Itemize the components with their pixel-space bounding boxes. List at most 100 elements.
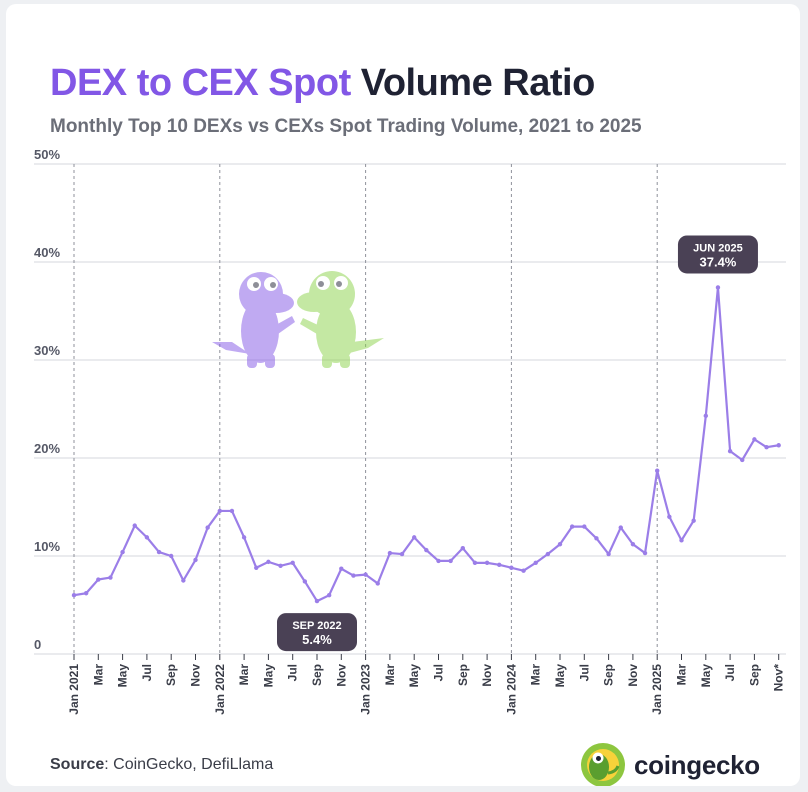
data-point [156, 549, 162, 555]
series-line [73, 286, 779, 603]
x-tick-label: Mar [383, 664, 397, 686]
data-point [655, 468, 660, 473]
x-tick-label: Jul [432, 664, 446, 681]
y-tick-label: 40% [34, 245, 60, 260]
data-point [132, 523, 137, 528]
x-tick-label: Nov* [772, 664, 786, 692]
x-tick-label: Jan 2025 [650, 664, 664, 715]
x-tick-label: Jan 2023 [359, 664, 373, 715]
x-tick-label: Sep [310, 664, 324, 686]
data-point [752, 437, 757, 442]
data-point [436, 558, 441, 564]
y-tick-label: 50% [34, 147, 60, 162]
x-tick-label: Sep [602, 664, 616, 686]
data-point [764, 445, 769, 450]
x-tick-label: Mar [91, 664, 105, 686]
data-point [606, 551, 611, 557]
x-tick-label: Sep [164, 664, 178, 686]
y-tick-label: 20% [34, 441, 60, 456]
data-point [229, 508, 235, 514]
ratio-series-line [73, 286, 779, 603]
data-point [351, 573, 356, 578]
data-point [497, 562, 502, 568]
coingecko-logo: coingecko [580, 742, 760, 786]
data-point [83, 591, 89, 596]
source-text: CoinGecko, DefiLlama [113, 756, 274, 773]
data-point [630, 542, 636, 547]
data-point [740, 457, 745, 463]
y-tick-label: 10% [34, 539, 60, 554]
chart-subtitle: Monthly Top 10 DEXs vs CEXs Spot Trading… [50, 116, 642, 137]
data-point [715, 285, 721, 290]
data-point [314, 598, 320, 604]
data-point [412, 535, 417, 540]
chart-title-accent: DEX to CEX Spot [50, 62, 351, 104]
x-tick-label: Sep [747, 664, 761, 686]
data-point [484, 560, 490, 566]
year-divider-lines [73, 164, 658, 654]
infographic-card: DEX to CEX Spot Volume Ratio Monthly Top… [6, 4, 800, 786]
x-tick-label: Jul [723, 664, 737, 681]
x-tick-label: May [699, 664, 713, 688]
x-tick-label: Nov [626, 664, 640, 687]
data-point [375, 581, 380, 586]
data-point [582, 524, 587, 529]
callout-label: JUN 2025 [693, 242, 743, 254]
x-tick-label: Mar [237, 664, 251, 686]
data-point [424, 547, 429, 553]
x-tick-label: Jul [140, 664, 154, 681]
data-point [120, 549, 125, 555]
chart-title: DEX to CEX Spot Volume Ratio [50, 62, 595, 105]
line-chart: 0 10% 20% 30% 40% 50% Jan 2021 Mar May Jul Sep Nov… [34, 147, 786, 715]
x-axis-ticks [73, 654, 780, 660]
data-point [776, 443, 781, 448]
x-tick-label: Jul [286, 664, 300, 681]
x-tick-label: Mar [675, 664, 689, 686]
data-point [472, 560, 478, 566]
x-tick-label: Nov [480, 664, 494, 687]
data-points [71, 285, 781, 604]
y-tick-label: 0 [34, 637, 41, 652]
x-tick-label: Sep [456, 664, 470, 686]
gecko-mascots [212, 271, 384, 368]
data-point [679, 538, 684, 543]
x-tick-label: May [116, 664, 130, 688]
y-grid [34, 163, 786, 655]
y-axis-labels: 0 10% 20% 30% 40% 50% [34, 147, 60, 652]
x-tick-label: Jan 2022 [213, 664, 227, 715]
data-point [557, 542, 563, 547]
data-point [217, 508, 222, 514]
callout-value: 5.4% [302, 632, 332, 647]
x-tick-label: Jan 2024 [504, 664, 518, 715]
data-point [387, 550, 393, 556]
data-point [399, 551, 405, 557]
data-point [509, 565, 514, 570]
x-tick-label: Nov [334, 664, 348, 687]
data-point [290, 560, 295, 566]
data-point [71, 593, 77, 598]
data-point [545, 551, 551, 557]
source-note: Source: CoinGecko, DefiLlama [50, 756, 274, 773]
data-point [642, 550, 648, 556]
data-point [193, 557, 198, 563]
callout-label: SEP 2022 [292, 620, 341, 632]
callout-box [277, 613, 357, 652]
data-point [521, 568, 526, 573]
data-point [169, 553, 174, 559]
data-point [569, 524, 575, 529]
data-point [460, 545, 465, 551]
x-axis-labels: Jan 2021 Mar May Jul Sep Nov Jan 2022 Mar May Jul… [67, 664, 786, 715]
brand-name: coingecko [634, 749, 760, 780]
callout-value: 37.4% [700, 254, 737, 269]
data-point [266, 559, 271, 565]
x-tick-label: Jul [577, 664, 591, 681]
data-point [254, 565, 259, 570]
chart-title-rest: Volume Ratio [360, 62, 596, 104]
green-gecko-illustration [297, 271, 384, 368]
data-point [703, 413, 708, 419]
data-point [205, 525, 210, 530]
x-tick-label: May [407, 664, 421, 688]
data-point [533, 560, 538, 566]
